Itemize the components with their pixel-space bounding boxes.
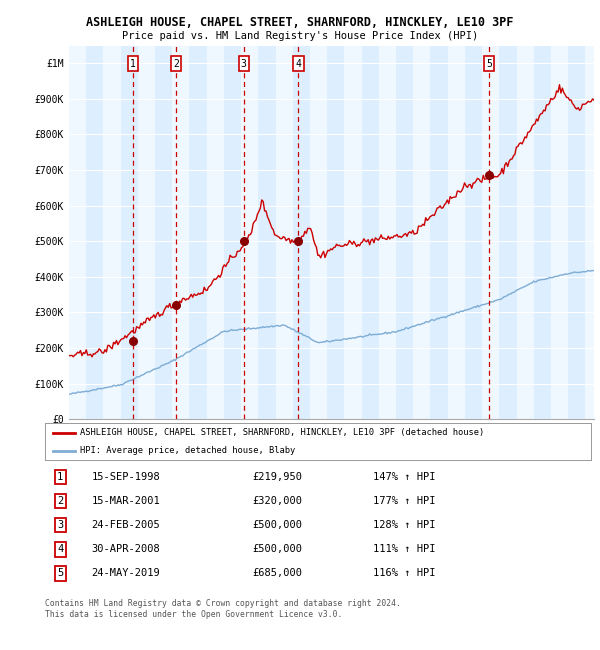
Text: Contains HM Land Registry data © Crown copyright and database right 2024.
This d: Contains HM Land Registry data © Crown c… bbox=[45, 599, 401, 619]
Text: ASHLEIGH HOUSE, CHAPEL STREET, SHARNFORD, HINCKLEY, LE10 3PF: ASHLEIGH HOUSE, CHAPEL STREET, SHARNFORD… bbox=[86, 16, 514, 29]
Text: 116% ↑ HPI: 116% ↑ HPI bbox=[373, 568, 435, 578]
Bar bbox=[241, 46, 259, 419]
Bar bbox=[275, 46, 293, 419]
Text: 24-FEB-2005: 24-FEB-2005 bbox=[91, 520, 160, 530]
Text: £685,000: £685,000 bbox=[253, 568, 302, 578]
Text: 30-APR-2008: 30-APR-2008 bbox=[91, 544, 160, 554]
Text: 15-SEP-1998: 15-SEP-1998 bbox=[91, 472, 160, 482]
Text: 5: 5 bbox=[486, 58, 492, 69]
Text: 24-MAY-2019: 24-MAY-2019 bbox=[91, 568, 160, 578]
Bar bbox=[69, 46, 86, 419]
Text: £219,950: £219,950 bbox=[253, 472, 302, 482]
Text: 3: 3 bbox=[57, 520, 64, 530]
Bar bbox=[413, 46, 430, 419]
Bar bbox=[379, 46, 396, 419]
Bar bbox=[103, 46, 121, 419]
Text: 147% ↑ HPI: 147% ↑ HPI bbox=[373, 472, 435, 482]
Bar bbox=[482, 46, 499, 419]
Text: 15-MAR-2001: 15-MAR-2001 bbox=[91, 496, 160, 506]
Bar bbox=[448, 46, 465, 419]
Text: HPI: Average price, detached house, Blaby: HPI: Average price, detached house, Blab… bbox=[80, 447, 296, 455]
Bar bbox=[344, 46, 362, 419]
Text: 5: 5 bbox=[57, 568, 64, 578]
Text: £500,000: £500,000 bbox=[253, 520, 302, 530]
Text: 2: 2 bbox=[57, 496, 64, 506]
Bar bbox=[207, 46, 224, 419]
Text: 4: 4 bbox=[296, 58, 301, 69]
Bar bbox=[517, 46, 534, 419]
Text: 4: 4 bbox=[57, 544, 64, 554]
Text: 177% ↑ HPI: 177% ↑ HPI bbox=[373, 496, 435, 506]
Bar bbox=[138, 46, 155, 419]
Bar bbox=[551, 46, 568, 419]
Text: £320,000: £320,000 bbox=[253, 496, 302, 506]
Bar bbox=[310, 46, 327, 419]
Text: 128% ↑ HPI: 128% ↑ HPI bbox=[373, 520, 435, 530]
Bar bbox=[586, 46, 594, 419]
Text: 3: 3 bbox=[241, 58, 247, 69]
Text: 1: 1 bbox=[57, 472, 64, 482]
Text: Price paid vs. HM Land Registry's House Price Index (HPI): Price paid vs. HM Land Registry's House … bbox=[122, 31, 478, 41]
Bar bbox=[172, 46, 190, 419]
Text: ASHLEIGH HOUSE, CHAPEL STREET, SHARNFORD, HINCKLEY, LE10 3PF (detached house): ASHLEIGH HOUSE, CHAPEL STREET, SHARNFORD… bbox=[80, 428, 485, 437]
Text: £500,000: £500,000 bbox=[253, 544, 302, 554]
Text: 2: 2 bbox=[173, 58, 179, 69]
Text: 1: 1 bbox=[130, 58, 136, 69]
Text: 111% ↑ HPI: 111% ↑ HPI bbox=[373, 544, 435, 554]
